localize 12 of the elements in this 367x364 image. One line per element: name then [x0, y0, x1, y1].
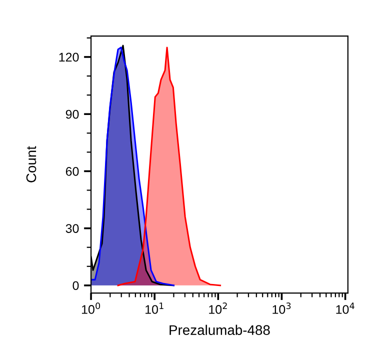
- y-tick-label: 90: [66, 110, 79, 119]
- x-tick-label: 10$^{3}$: [272, 302, 291, 314]
- y-axis-title: Count: [26, 146, 36, 182]
- x-tick-label: 10$^{2}$: [209, 302, 227, 314]
- y-tick-label: 60: [66, 166, 79, 176]
- y-tick-label: 30: [66, 224, 79, 233]
- x-tick-label: 10$^{4}$: [336, 302, 354, 314]
- y-tick-label: 120: [59, 52, 79, 62]
- x-tick-label: 10$^{1}$: [146, 302, 164, 314]
- x-tick-label: 10$^{0}$: [82, 302, 100, 314]
- x-axis-title: Prezalumab-488: [170, 324, 270, 336]
- y-tick-label: 0: [72, 281, 79, 290]
